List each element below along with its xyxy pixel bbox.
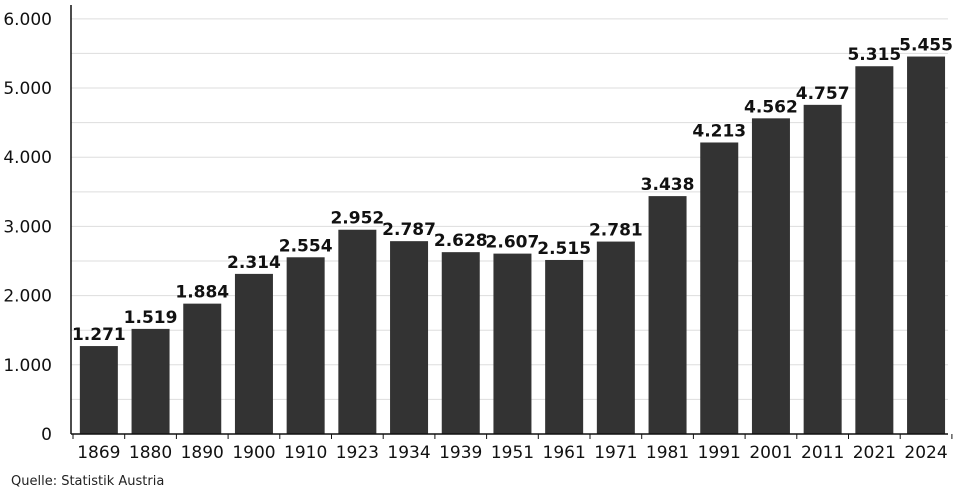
bar bbox=[493, 253, 532, 434]
x-tick-label: 1961 bbox=[543, 443, 586, 463]
data-label: 2.787 bbox=[382, 220, 436, 240]
bar bbox=[390, 241, 429, 434]
y-tick-label: 4.000 bbox=[3, 148, 52, 168]
x-tick-label: 1971 bbox=[594, 443, 637, 463]
y-tick-label: 6.000 bbox=[3, 10, 52, 30]
data-label: 2.607 bbox=[486, 233, 540, 253]
x-tick-label: 1910 bbox=[284, 443, 327, 463]
bar bbox=[286, 257, 325, 434]
data-label: 2.515 bbox=[537, 239, 591, 259]
data-label: 2.781 bbox=[589, 221, 643, 241]
y-tick-label: 1.000 bbox=[3, 356, 52, 376]
x-tick-label: 1991 bbox=[698, 443, 741, 463]
y-tick-label: 5.000 bbox=[3, 79, 52, 99]
data-label: 2.628 bbox=[434, 231, 488, 251]
data-label: 1.519 bbox=[124, 308, 178, 328]
bar bbox=[545, 259, 584, 434]
data-label: 5.455 bbox=[899, 36, 953, 56]
y-tick-label: 3.000 bbox=[3, 217, 52, 237]
data-label: 5.315 bbox=[847, 45, 901, 65]
x-tick-label: 1869 bbox=[77, 443, 120, 463]
data-label: 4.757 bbox=[796, 84, 850, 104]
bar bbox=[79, 346, 118, 434]
data-label: 2.952 bbox=[330, 209, 384, 229]
bar bbox=[234, 273, 273, 434]
bar bbox=[596, 241, 635, 434]
x-tick-label: 1923 bbox=[336, 443, 379, 463]
bar bbox=[751, 118, 790, 434]
bar bbox=[131, 328, 170, 434]
source-note: Quelle: Statistik Austria bbox=[11, 474, 165, 489]
data-label: 1.884 bbox=[175, 283, 229, 303]
data-label: 2.554 bbox=[279, 236, 333, 256]
x-tick-label: 1900 bbox=[232, 443, 275, 463]
data-label: 2.314 bbox=[227, 253, 281, 273]
bar bbox=[338, 229, 377, 434]
x-tick-label: 2001 bbox=[749, 443, 792, 463]
x-tick-label: 1880 bbox=[129, 443, 172, 463]
data-label: 4.213 bbox=[692, 121, 746, 141]
data-label: 1.271 bbox=[72, 325, 126, 345]
data-label: 4.562 bbox=[744, 97, 798, 117]
x-tick-label: 1981 bbox=[646, 443, 689, 463]
y-tick-label: 0 bbox=[41, 425, 52, 445]
data-label: 3.438 bbox=[641, 175, 695, 195]
y-tick-label: 2.000 bbox=[3, 287, 52, 307]
x-tick-label: 2021 bbox=[853, 443, 896, 463]
bar bbox=[700, 142, 739, 434]
bar bbox=[855, 66, 894, 434]
x-tick-label: 2024 bbox=[904, 443, 947, 463]
bar bbox=[441, 252, 480, 434]
bar bbox=[183, 303, 222, 434]
x-tick-label: 2011 bbox=[801, 443, 844, 463]
bar bbox=[803, 104, 842, 435]
bar bbox=[648, 196, 687, 434]
x-tick-label: 1934 bbox=[387, 443, 430, 463]
bar bbox=[907, 56, 946, 434]
x-tick-label: 1939 bbox=[439, 443, 482, 463]
x-tick-label: 1951 bbox=[491, 443, 534, 463]
x-tick-label: 1890 bbox=[181, 443, 224, 463]
